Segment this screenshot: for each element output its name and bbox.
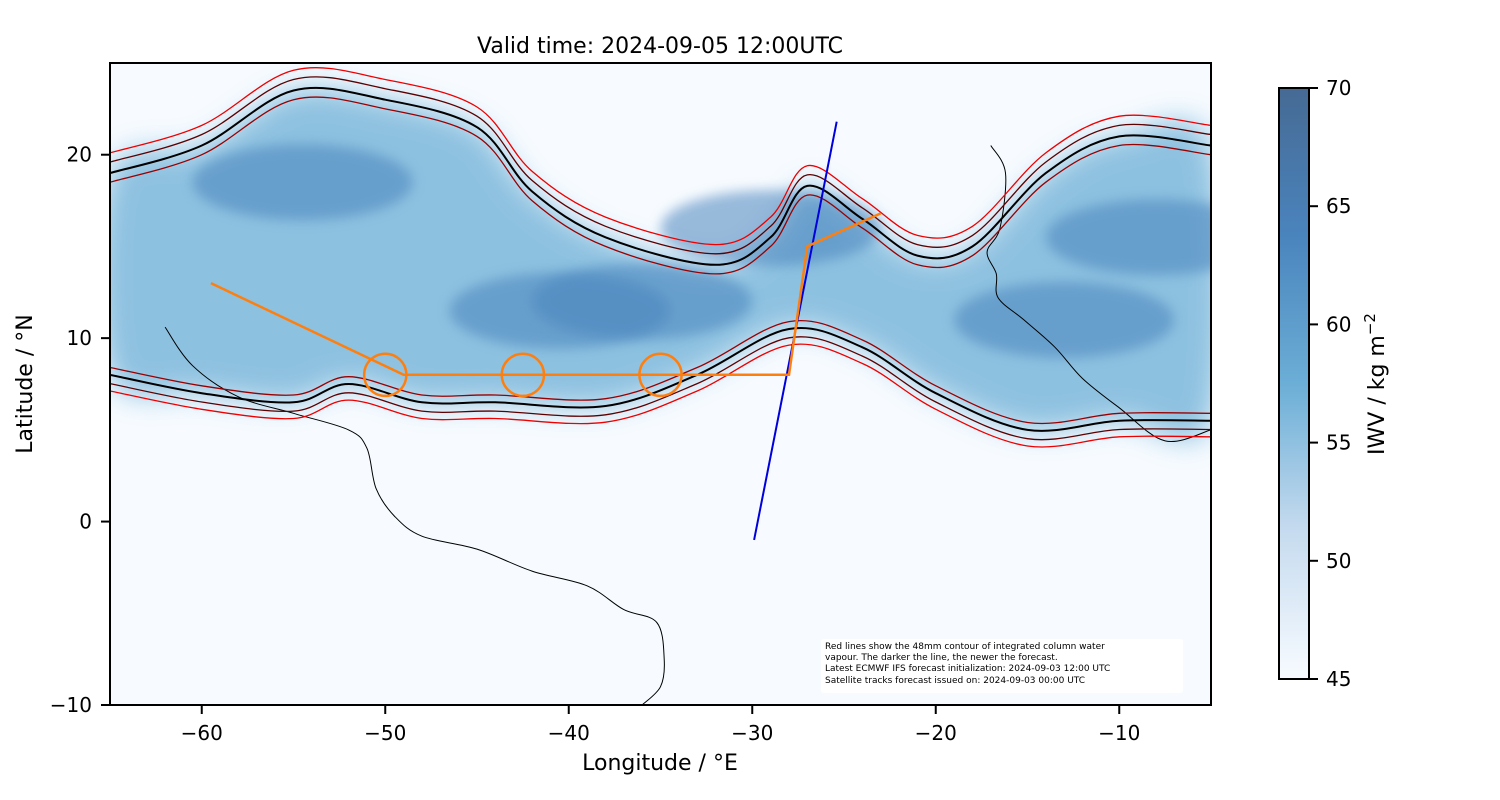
moist-core [954, 281, 1175, 358]
contour-south [110, 327, 1211, 432]
contour-south [110, 343, 1211, 448]
annotation-line-4: Satellite tracks forecast issued on: 202… [825, 676, 1086, 686]
annotation-line-1: Red lines show the 48mm contour of integ… [825, 642, 1105, 652]
flight-track [210, 212, 882, 377]
colorbar-tick-label: 45 [1326, 667, 1351, 691]
x-tick-label: −10 [1098, 721, 1140, 745]
annotation-box [821, 639, 1183, 693]
contour-north [110, 76, 1211, 255]
y-axis-label: Latitude / °N [13, 314, 38, 453]
x-tick-label: −40 [548, 721, 590, 745]
colorbar: 45 50 55 60 65 70 IWV / kg m−2 [1278, 76, 1390, 691]
colorbar-tick-label: 55 [1326, 431, 1351, 455]
x-axis-label: Longitude / °E [582, 751, 738, 776]
x-tick-label: −30 [731, 721, 773, 745]
chart-title: Valid time: 2024-09-05 12:00UTC [477, 34, 843, 59]
x-tick-label: −60 [181, 721, 223, 745]
annotation-line-2: vapour. The darker the line, the newer t… [825, 653, 1058, 663]
y-tick-label: −10 [50, 693, 92, 717]
flight-circle [500, 352, 546, 398]
colorbar-tick-label: 60 [1326, 312, 1351, 336]
y-tick-label: 10 [67, 326, 92, 350]
moist-core [660, 190, 881, 267]
tracks [210, 121, 882, 541]
y-axis: −10 0 10 20 [50, 143, 110, 717]
y-tick-label: 20 [67, 143, 92, 167]
x-axis: −60 −50 −40 −30 −20 −10 [181, 705, 1140, 745]
colorbar-label-exponent: −2 [1361, 313, 1379, 335]
coastline-africa [986, 145, 1211, 443]
contour-north [110, 67, 1211, 246]
iwv-48mm-contours [110, 67, 1211, 448]
moist-core [192, 144, 413, 221]
colorbar-tick-label: 50 [1326, 549, 1351, 573]
colorbar-ticks: 45 50 55 60 65 70 [1309, 76, 1351, 691]
colorbar-label: IWV / kg m−2 [1361, 313, 1390, 455]
moist-core [1045, 199, 1211, 276]
colorbar-gradient [1278, 87, 1310, 680]
colorbar-tick-label: 65 [1326, 194, 1351, 218]
contour-south [110, 336, 1211, 441]
flight-circle [638, 352, 683, 398]
plot-frame [109, 62, 1212, 706]
colorbar-tick-label: 70 [1326, 76, 1351, 100]
contour-south [110, 320, 1211, 425]
moist-core [532, 263, 753, 340]
coastlines [164, 145, 1211, 705]
coastline-south-america [164, 326, 665, 705]
plot-area [109, 62, 1212, 706]
x-tick-label: −50 [364, 721, 406, 745]
contour-north [110, 96, 1211, 275]
x-tick-label: −20 [915, 721, 957, 745]
contour-north [110, 86, 1211, 266]
y-tick-label: 0 [79, 510, 92, 534]
flight-circle [362, 352, 408, 398]
annotation-line-3: Latest ECMWF IFS forecast initialization… [825, 664, 1111, 674]
